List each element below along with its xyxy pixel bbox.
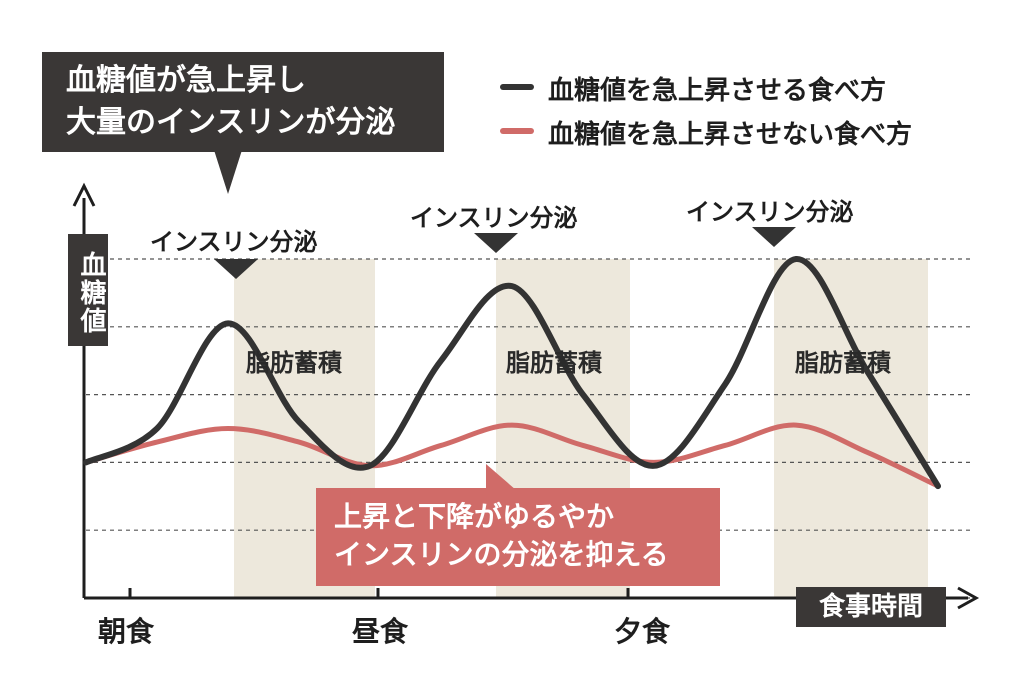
bottom-callout-line-1: 上昇と下降がゆるやか	[334, 500, 615, 533]
callout-line-1: 血糖値が急上昇し	[66, 63, 306, 98]
bottom-callout-line-2: インスリンの分泌を抑える	[334, 538, 669, 571]
fat-storage-label-1: 脂肪蓄積	[246, 349, 342, 377]
insulin-pointer	[474, 233, 518, 253]
callout-pointer	[214, 150, 242, 194]
fat-storage-label-3: 脂肪蓄積	[795, 349, 891, 377]
series-line-gentle	[83, 422, 941, 489]
gentle-rise-callout: 上昇と下降がゆるやか インスリンの分泌を抑える	[316, 488, 720, 586]
x-tick-label-lunch: 昼食	[352, 615, 409, 648]
callout-line-2: 大量のインスリンが分泌	[66, 105, 396, 140]
legend-swatch-rapid	[500, 84, 534, 90]
insulin-label-lunch: インスリン分泌	[410, 204, 578, 232]
x-axis-arrow	[957, 586, 980, 610]
legend-swatch-gentle	[500, 128, 534, 134]
y-axis-label: 血糖値	[68, 234, 108, 346]
insulin-pointer	[752, 227, 796, 247]
x-axis-label: 食事時間	[796, 587, 946, 627]
x-tick-label-breakfast: 朝食	[98, 615, 155, 648]
y-axis-arrow	[72, 182, 96, 207]
rapid-rise-callout: 血糖値が急上昇し 大量のインスリンが分泌	[42, 52, 444, 152]
bottom-callout-pointer	[486, 464, 516, 490]
insulin-label-dinner: インスリン分泌	[686, 198, 854, 226]
insulin-label-breakfast: インスリン分泌	[150, 228, 318, 256]
series-line-rapid	[83, 256, 941, 490]
insulin-pointer	[214, 259, 258, 279]
legend-label-rapid: 血糖値を急上昇させる食べ方	[548, 76, 887, 106]
x-tick-label-dinner: 夕食	[614, 615, 671, 648]
fat-storage-label-2: 脂肪蓄積	[506, 349, 602, 377]
legend-label-gentle: 血糖値を急上昇させない食べ方	[548, 120, 913, 150]
